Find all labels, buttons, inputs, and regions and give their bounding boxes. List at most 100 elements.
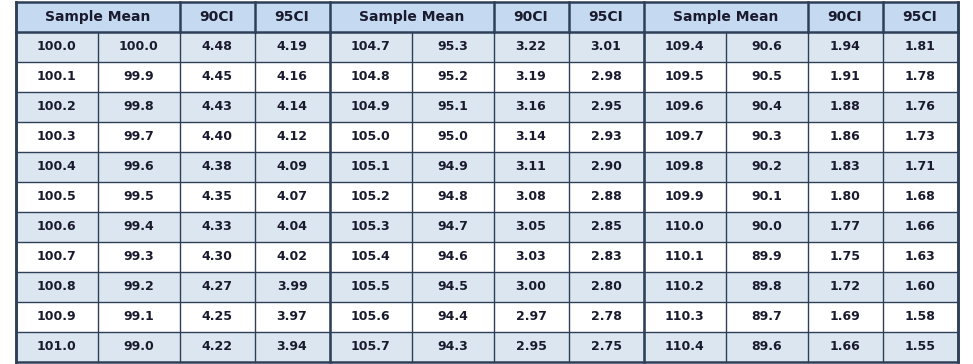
Text: 4.16: 4.16 — [276, 71, 307, 83]
Text: 2.97: 2.97 — [516, 310, 547, 324]
Text: 100.9: 100.9 — [37, 310, 76, 324]
Text: 99.6: 99.6 — [124, 161, 154, 174]
Text: 4.25: 4.25 — [201, 310, 233, 324]
Text: 101.0: 101.0 — [37, 340, 76, 353]
Text: 94.9: 94.9 — [437, 161, 468, 174]
Text: 1.55: 1.55 — [905, 340, 935, 353]
Text: 1.91: 1.91 — [830, 71, 860, 83]
Bar — [16, 332, 957, 362]
Text: 95.2: 95.2 — [437, 71, 468, 83]
Text: 4.07: 4.07 — [276, 190, 307, 203]
Text: 99.4: 99.4 — [124, 221, 154, 233]
Text: 3.03: 3.03 — [516, 250, 547, 264]
Text: 95CI: 95CI — [589, 10, 624, 24]
Text: 104.9: 104.9 — [350, 100, 390, 114]
Text: 2.93: 2.93 — [591, 131, 622, 143]
Text: 110.3: 110.3 — [665, 310, 704, 324]
Text: 90.2: 90.2 — [751, 161, 782, 174]
Text: 1.81: 1.81 — [905, 40, 935, 54]
Bar — [643, 2, 808, 32]
Text: 90.3: 90.3 — [751, 131, 782, 143]
Text: 3.05: 3.05 — [516, 221, 547, 233]
Text: 109.7: 109.7 — [665, 131, 704, 143]
Text: 95CI: 95CI — [903, 10, 937, 24]
Text: 2.83: 2.83 — [591, 250, 622, 264]
Text: 3.99: 3.99 — [276, 281, 307, 293]
Text: 2.78: 2.78 — [591, 310, 622, 324]
Text: 3.19: 3.19 — [516, 71, 547, 83]
Text: 1.73: 1.73 — [905, 131, 935, 143]
Text: 100.4: 100.4 — [37, 161, 76, 174]
Text: 1.75: 1.75 — [830, 250, 860, 264]
Text: 109.6: 109.6 — [665, 100, 704, 114]
Bar — [493, 2, 568, 32]
Bar — [179, 2, 255, 32]
Text: 109.5: 109.5 — [665, 71, 704, 83]
Text: 89.8: 89.8 — [751, 281, 782, 293]
Text: 2.88: 2.88 — [591, 190, 622, 203]
Text: 105.3: 105.3 — [350, 221, 390, 233]
Text: 105.5: 105.5 — [350, 281, 390, 293]
Text: 110.0: 110.0 — [665, 221, 704, 233]
Text: 95.1: 95.1 — [437, 100, 468, 114]
Text: 100.0: 100.0 — [37, 40, 76, 54]
Text: 109.4: 109.4 — [665, 40, 704, 54]
Text: 94.8: 94.8 — [437, 190, 468, 203]
Text: 3.22: 3.22 — [516, 40, 547, 54]
Text: 1.72: 1.72 — [830, 281, 860, 293]
Text: 3.16: 3.16 — [516, 100, 547, 114]
Text: 94.3: 94.3 — [437, 340, 468, 353]
Text: 94.4: 94.4 — [437, 310, 468, 324]
Text: 2.75: 2.75 — [591, 340, 622, 353]
Text: 1.71: 1.71 — [905, 161, 935, 174]
Bar — [16, 92, 957, 122]
Text: 1.60: 1.60 — [905, 281, 935, 293]
Text: 90.1: 90.1 — [751, 190, 782, 203]
Text: 4.27: 4.27 — [201, 281, 233, 293]
Bar — [16, 62, 957, 92]
Text: 109.9: 109.9 — [665, 190, 704, 203]
Text: Sample Mean: Sample Mean — [359, 10, 464, 24]
Text: Sample Mean: Sample Mean — [672, 10, 778, 24]
Text: 1.69: 1.69 — [830, 310, 860, 324]
Text: 104.7: 104.7 — [350, 40, 390, 54]
Text: 90.6: 90.6 — [751, 40, 782, 54]
Text: 100.8: 100.8 — [37, 281, 76, 293]
Bar — [16, 122, 957, 152]
Text: 90CI: 90CI — [828, 10, 862, 24]
Text: 95.3: 95.3 — [437, 40, 468, 54]
Text: 4.19: 4.19 — [276, 40, 307, 54]
Text: 4.02: 4.02 — [276, 250, 307, 264]
Text: 2.90: 2.90 — [591, 161, 622, 174]
Bar — [16, 2, 179, 32]
Text: 89.6: 89.6 — [751, 340, 782, 353]
Text: 90.0: 90.0 — [751, 221, 782, 233]
Bar — [16, 212, 957, 242]
Text: 2.80: 2.80 — [591, 281, 622, 293]
Text: 100.1: 100.1 — [37, 71, 76, 83]
Text: 89.9: 89.9 — [751, 250, 782, 264]
Text: 105.7: 105.7 — [350, 340, 390, 353]
Text: 3.94: 3.94 — [276, 340, 307, 353]
Bar — [808, 2, 883, 32]
Text: 3.00: 3.00 — [516, 281, 547, 293]
Text: 1.94: 1.94 — [830, 40, 860, 54]
Text: 100.5: 100.5 — [37, 190, 76, 203]
Text: 99.3: 99.3 — [124, 250, 154, 264]
Text: 1.66: 1.66 — [905, 221, 935, 233]
Text: 90.4: 90.4 — [751, 100, 782, 114]
Text: 105.6: 105.6 — [350, 310, 390, 324]
Text: 100.0: 100.0 — [119, 40, 159, 54]
Text: 1.88: 1.88 — [830, 100, 860, 114]
Bar — [16, 32, 957, 62]
Text: 99.9: 99.9 — [124, 71, 154, 83]
Text: 99.2: 99.2 — [124, 281, 154, 293]
Text: 110.2: 110.2 — [665, 281, 704, 293]
Text: 4.40: 4.40 — [201, 131, 233, 143]
Text: 94.5: 94.5 — [437, 281, 468, 293]
Text: 104.8: 104.8 — [350, 71, 390, 83]
Bar — [883, 2, 957, 32]
Text: 4.14: 4.14 — [276, 100, 307, 114]
Text: 89.7: 89.7 — [751, 310, 782, 324]
Bar — [16, 302, 957, 332]
